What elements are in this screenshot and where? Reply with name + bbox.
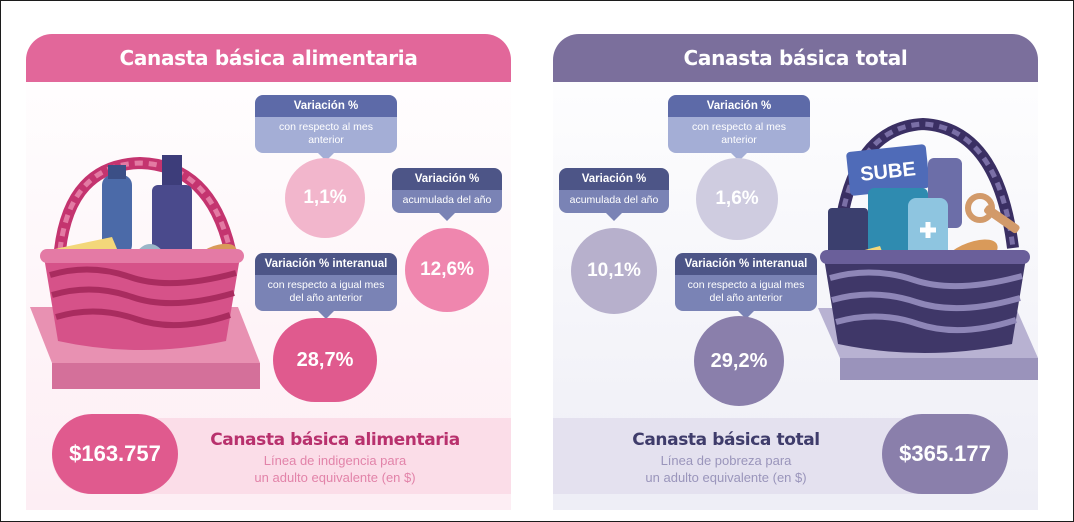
tag-pointer	[738, 311, 754, 319]
interannual-variation-bubble: 28,7%	[273, 318, 377, 402]
tag-pointer	[606, 213, 622, 221]
interannual-variation-subtitle: con respecto a igual mes del año anterio…	[675, 275, 817, 311]
tag-pointer	[318, 311, 334, 319]
footer-line-2: un adulto equivalente (en $)	[645, 470, 807, 485]
footer-line-1: Línea de indigencia para	[263, 453, 407, 468]
monthly-variation-subtitle: con respecto al mes anterior	[668, 117, 810, 153]
tag-pointer	[318, 153, 334, 161]
yearly-variation-title: Variación %	[392, 168, 502, 190]
monthly-variation-subtitle: con respecto al mes anterior	[255, 117, 397, 153]
footer-line-2: un adulto equivalente (en $)	[254, 470, 416, 485]
interannual-variation-tag: Variación % interanual con respecto a ig…	[255, 253, 397, 319]
monthly-variation-tag: Variación % con respecto al mes anterior	[668, 95, 810, 161]
yearly-variation-subtitle: acumulada del año	[392, 190, 502, 213]
interannual-variation-bubble: 29,2%	[694, 316, 784, 406]
yearly-variation-bubble: 12,6%	[405, 228, 489, 312]
footer-title: Canasta básica total	[632, 430, 820, 450]
panel-title: Canasta básica total	[553, 34, 1038, 82]
footer-title: Canasta básica alimentaria	[210, 430, 460, 450]
footer-caption-left: Canasta básica alimentaria Línea de indi…	[195, 430, 475, 486]
yearly-variation-tag: Variación % acumulada del año	[392, 168, 502, 221]
yearly-variation-title: Variación %	[559, 168, 669, 190]
monthly-variation-tag: Variación % con respecto al mes anterior	[255, 95, 397, 161]
yearly-variation-subtitle: acumulada del año	[559, 190, 669, 213]
food-basket-illustration	[30, 155, 260, 389]
monthly-variation-title: Variación %	[255, 95, 397, 117]
panel-title: Canasta básica alimentaria	[26, 34, 511, 82]
yearly-variation-tag: Variación % acumulada del año	[559, 168, 669, 221]
footer-caption-right: Canasta básica total Línea de pobreza pa…	[586, 430, 866, 486]
footer-line-1: Línea de pobreza para	[660, 453, 792, 468]
monthly-variation-bubble: 1,6%	[696, 158, 778, 240]
tag-pointer	[439, 213, 455, 221]
tag-pointer	[731, 153, 747, 161]
yearly-variation-bubble: 10,1%	[571, 228, 657, 314]
interannual-variation-title: Variación % interanual	[255, 253, 397, 275]
canasta-total-amount: $365.177	[882, 414, 1008, 494]
canasta-alimentaria-amount: $163.757	[52, 414, 178, 494]
interannual-variation-title: Variación % interanual	[675, 253, 817, 275]
interannual-variation-tag: Variación % interanual con respecto a ig…	[675, 253, 817, 319]
monthly-variation-bubble: 1,1%	[285, 158, 365, 238]
interannual-variation-subtitle: con respecto a igual mes del año anterio…	[255, 275, 397, 311]
full-basket-illustration: SUBE	[818, 118, 1038, 380]
monthly-variation-title: Variación %	[668, 95, 810, 117]
